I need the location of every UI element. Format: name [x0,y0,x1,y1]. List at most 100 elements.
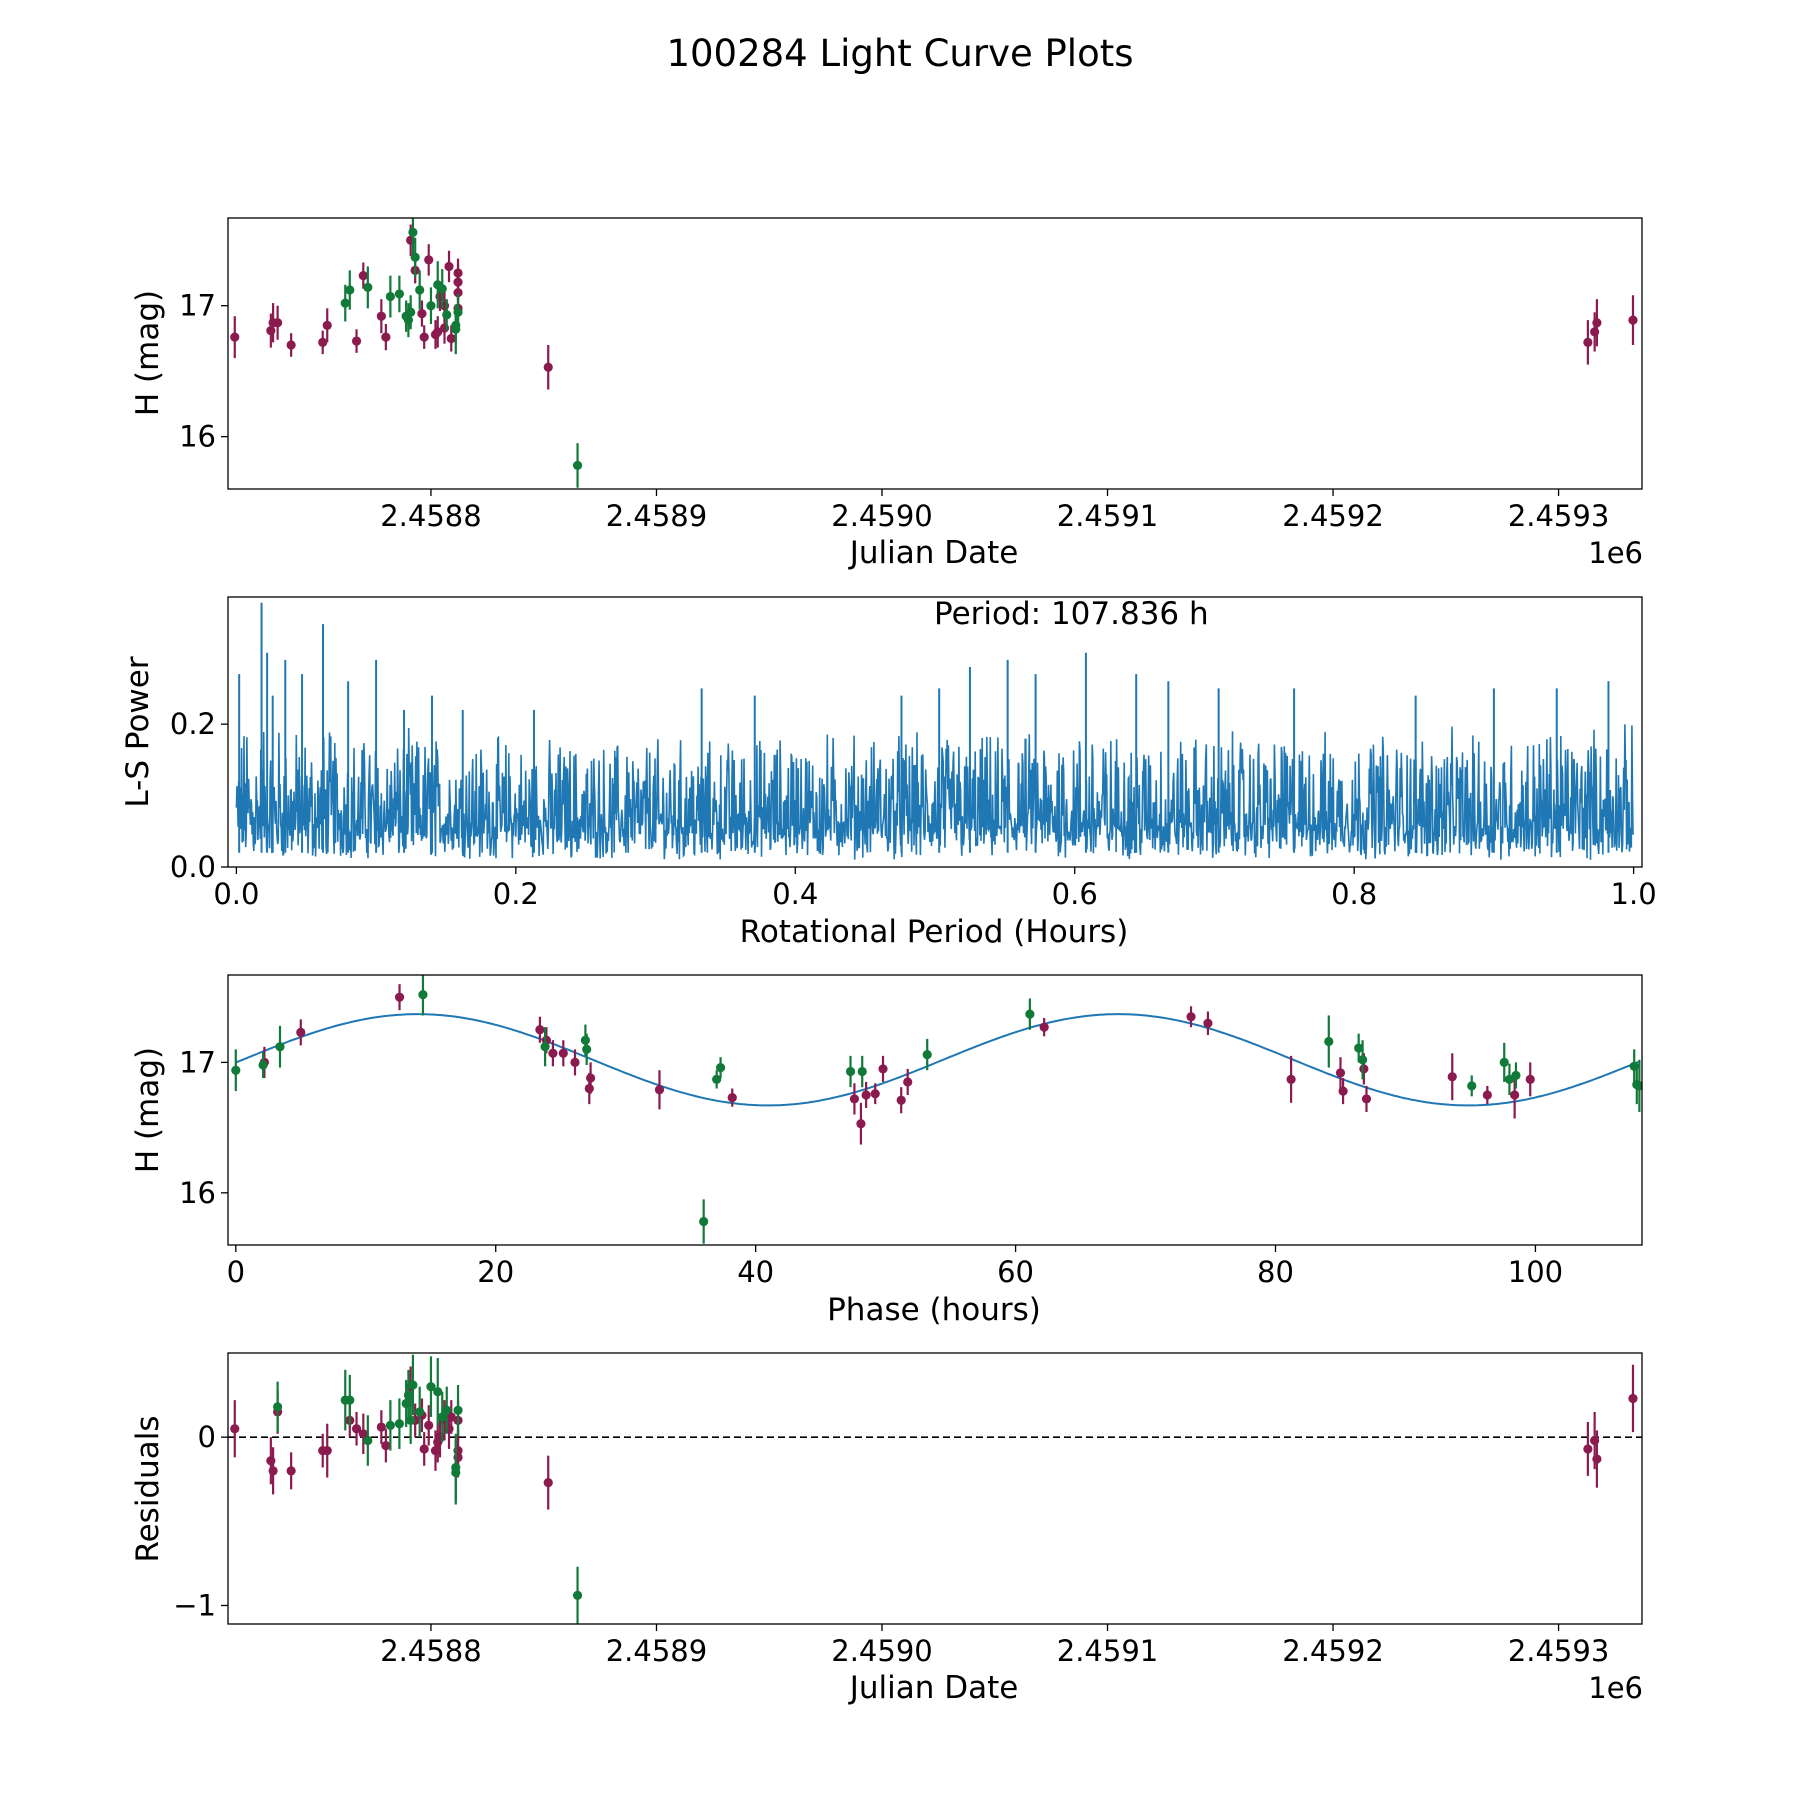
ls-x-tick-label: 0.0 [213,877,259,911]
res-data-point [230,1424,240,1434]
phase-y-axis-label: H (mag) [130,1047,166,1173]
ls-x-tick-label: 0.8 [1331,877,1377,911]
res-data-point [273,1402,283,1412]
phase-frame [227,974,1643,1246]
res-x-tick-label: 2.4592 [1282,1634,1383,1668]
res-x-offset-label: 1e6 [1588,1671,1643,1705]
lc-data-point [417,308,427,319]
phase-data-point [1359,1064,1369,1074]
lc-x-tick-label: 2.4589 [606,499,707,533]
lc-data-point [385,291,395,302]
phase-x-tick-label: 60 [997,1255,1034,1289]
phase-data-point [540,1042,550,1052]
phase-x-tick-label: 80 [1257,1255,1294,1289]
phase-data-point [1186,1012,1196,1022]
ls-power-line [235,724,1635,860]
ls-y-tick-label: 0.2 [170,707,216,741]
phase-data-point [1324,1036,1334,1047]
res-x-tick-label: 2.4589 [606,1634,707,1668]
res-data-point [345,1395,355,1405]
phase-points-layer [231,975,1642,1244]
res-data-point [442,1405,452,1415]
lc-data-point [433,327,443,337]
phase-data-point [896,1095,906,1105]
lc-data-point [1628,315,1638,325]
phase-data-point [903,1077,913,1087]
phase-data-point [878,1064,888,1074]
phase-data-point [1447,1072,1457,1082]
lc-y-axis-label: H (mag) [130,290,166,416]
phase-data-point [1499,1057,1509,1067]
res-data-point [415,1407,425,1417]
lc-data-point [358,271,368,281]
phase-y-tick-label: 17 [179,1045,216,1079]
lc-data-point [442,310,452,320]
phase-data-point [712,1074,722,1084]
lc-data-point [453,307,463,317]
phase-data-point [231,1065,241,1075]
lc-x-tick-label: 2.4593 [1508,499,1609,533]
phase-data-point [857,1066,867,1077]
phase-data-point [1467,1081,1477,1091]
lc-data-point [453,268,463,278]
phase-data-point [558,1048,568,1058]
lc-data-point [408,227,418,238]
residuals-panel: Julian Date Residuals 1e6 2.4588 2.4589 2.… [130,1352,1643,1706]
res-data-point [572,1590,583,1600]
res-data-point [1628,1393,1638,1404]
phase-x-tick-label: 0 [227,1255,245,1289]
ls-x-axis-label: Rotational Period (Hours) [740,914,1129,950]
lc-data-point [419,332,429,342]
phase-data-point [1354,1043,1364,1053]
lc-x-tick-label: 2.4592 [1282,499,1383,533]
lc-data-point [572,460,583,471]
phase-model-curve [235,1013,1640,1107]
res-data-point [385,1420,395,1430]
phase-data-point [580,1035,590,1045]
res-data-point [286,1466,296,1476]
lc-data-point [1583,337,1593,347]
phase-data-point [418,989,428,1000]
res-data-point [268,1466,278,1476]
lc-data-point [322,320,332,330]
res-data-point [451,1467,461,1478]
lc-frame [227,217,1643,490]
lc-y-tick-label: 17 [179,289,216,323]
lc-data-point [446,333,456,344]
lc-y-tick-label: 16 [179,420,216,454]
res-data-point [1583,1444,1593,1454]
phase-data-point [1525,1074,1535,1084]
lc-data-point [230,332,240,342]
phase-data-point [856,1119,866,1129]
phase-y-tick-label: 16 [179,1176,216,1210]
phase-data-point [849,1094,860,1104]
lc-x-tick-label: 2.4590 [831,499,932,533]
phase-x-tick-label: 40 [737,1255,774,1289]
lc-data-point [543,362,553,372]
phase-data-point [585,1073,596,1083]
lc-x-tick-label: 2.4591 [1057,499,1158,533]
ls-y-tick-label: 0.0 [170,850,216,884]
lc-x-offset-label: 1e6 [1588,536,1643,570]
res-data-point [426,1382,436,1392]
lc-data-point [415,285,425,295]
res-data-point [406,1415,416,1425]
ls-x-tick-label: 0.4 [772,877,818,911]
lc-data-point [286,340,296,350]
phase-data-point [1511,1070,1521,1081]
phase-data-point [1286,1074,1296,1084]
lc-data-point [363,282,373,292]
res-data-point [1592,1454,1602,1464]
res-data-point [358,1429,368,1439]
phase-data-point [654,1085,665,1095]
phase-data-point [1634,1081,1642,1091]
res-data-point [453,1405,463,1415]
phase-x-axis-label: Phase (hours) [827,1292,1041,1328]
res-frame [227,1352,1643,1625]
ls-y-axis-label: L-S Power [120,656,156,807]
phase-data-point [394,992,405,1002]
phase-data-point [296,1027,306,1037]
lc-data-point [424,255,434,265]
phase-x-tick-label: 20 [477,1255,514,1289]
res-data-point [433,1387,443,1397]
